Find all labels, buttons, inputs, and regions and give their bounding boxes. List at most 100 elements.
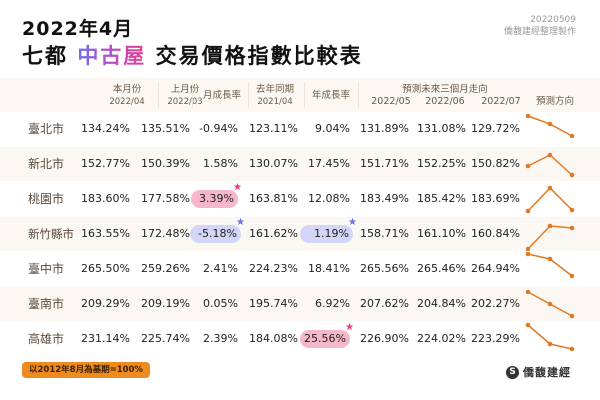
table-row: 高雄市 231.14% 225.74% 2.39% 184.08% 25.56%… bbox=[0, 322, 600, 356]
yoy-value: 25.56% ★ bbox=[300, 322, 354, 356]
logo-mark-icon: S bbox=[506, 365, 519, 379]
col-header-mom: 月成長率 bbox=[202, 90, 241, 101]
table-row: 臺南市 209.29% 209.19% 0.05% 195.74% 6.92% … bbox=[0, 287, 600, 321]
star-icon: ★ bbox=[235, 217, 245, 228]
last-year-value: 224.23% bbox=[249, 262, 298, 275]
forecast-2: 152.25% bbox=[417, 157, 466, 170]
trend-sparkline-icon bbox=[525, 185, 575, 214]
divider bbox=[248, 82, 249, 108]
city-name: 高雄市 bbox=[28, 332, 65, 346]
yoy-value: 17.45% bbox=[308, 157, 350, 170]
page-title: 七都 中古屋 交易價格指數比較表 bbox=[22, 40, 363, 70]
credit-date: 20220509 bbox=[530, 15, 576, 25]
col-header-current: 本月份 2022/04 bbox=[109, 84, 145, 107]
forecast-1: 151.71% bbox=[360, 157, 409, 170]
trend-sparkline-icon bbox=[525, 113, 575, 139]
mom-value: -0.94% bbox=[199, 122, 238, 135]
table-row: 新竹縣市 163.55% 172.48% -5.18% ★ 161.62% 1.1… bbox=[0, 217, 600, 251]
col-header-forecast: 預測未來三個月走向 bbox=[402, 84, 488, 95]
previous-value: 209.19% bbox=[141, 297, 190, 310]
city-name: 新北市 bbox=[28, 157, 65, 171]
mom-value: 0.05% bbox=[203, 297, 238, 310]
city-name: 臺北市 bbox=[28, 122, 65, 136]
last-year-value: 123.11% bbox=[249, 122, 298, 135]
table-header bbox=[0, 78, 600, 112]
last-year-value: 163.81% bbox=[249, 192, 298, 205]
max-mom-highlight: 3.39% ★ bbox=[191, 183, 242, 208]
forecast-1: 265.56% bbox=[360, 262, 409, 275]
current-value: 163.55% bbox=[81, 227, 130, 240]
table-row: 臺中市 265.50% 259.26% 2.41% 224.23% 18.41%… bbox=[0, 252, 600, 286]
mom-value: 1.58% bbox=[203, 157, 238, 170]
forecast-1: 207.62% bbox=[360, 297, 409, 310]
base-period-note: 以2012年8月為基期=100% bbox=[22, 362, 150, 378]
forecast-2: 185.42% bbox=[417, 192, 466, 205]
title-year: 2022年4月 bbox=[22, 18, 134, 40]
current-value: 152.77% bbox=[81, 157, 130, 170]
forecast-2: 224.02% bbox=[417, 332, 466, 345]
forecast-3: 129.72% bbox=[471, 122, 520, 135]
forecast-3: 264.94% bbox=[471, 262, 520, 275]
current-value: 183.60% bbox=[81, 192, 130, 205]
forecast-3: 183.69% bbox=[471, 192, 520, 205]
forecast-1: 158.71% bbox=[360, 227, 409, 240]
col-header-f3: 2022/07 bbox=[481, 96, 521, 107]
max-yoy-highlight: 25.56% ★ bbox=[300, 323, 354, 348]
mom-value: 2.39% bbox=[203, 332, 238, 345]
credit: 20220509 僑馥建經整理製作 bbox=[504, 14, 576, 38]
table-row: 臺北市 134.24% 135.51% -0.94% 123.11% 9.04%… bbox=[0, 112, 600, 146]
brand-logo: S 僑馥建經 bbox=[506, 364, 571, 380]
last-year-value: 161.62% bbox=[249, 227, 298, 240]
current-value: 134.24% bbox=[81, 122, 130, 135]
forecast-2: 265.46% bbox=[417, 262, 466, 275]
min-mom-highlight: -5.18% ★ bbox=[190, 218, 245, 243]
previous-value: 259.26% bbox=[141, 262, 190, 275]
star-icon: ★ bbox=[345, 322, 354, 333]
last-year-value: 184.08% bbox=[249, 332, 298, 345]
title-prefix: 七都 bbox=[22, 44, 78, 68]
table-row: 新北市 152.77% 150.39% 1.58% 130.07% 17.45%… bbox=[0, 147, 600, 181]
mom-value: 3.39% ★ bbox=[190, 182, 242, 216]
title-highlight: 中古屋 bbox=[77, 44, 147, 68]
city-name: 桃園市 bbox=[28, 192, 65, 206]
yoy-value: 6.92% bbox=[315, 297, 350, 310]
mom-value: -5.18% ★ bbox=[190, 217, 245, 251]
yoy-value: 18.41% bbox=[308, 262, 350, 275]
trend-sparkline-icon bbox=[525, 289, 575, 319]
forecast-3: 160.84% bbox=[471, 227, 520, 240]
col-header-trend: 預測方向 bbox=[535, 96, 574, 107]
forecast-2: 161.10% bbox=[417, 227, 466, 240]
trend-sparkline-icon bbox=[525, 152, 575, 178]
last-year-value: 130.07% bbox=[249, 157, 298, 170]
forecast-2: 131.08% bbox=[417, 122, 466, 135]
divider bbox=[192, 82, 193, 108]
star-icon: ★ bbox=[347, 217, 357, 228]
table-row: 桃園市 183.60% 177.58% 3.39% ★ 163.81% 12.08… bbox=[0, 182, 600, 216]
divider bbox=[358, 82, 359, 108]
yoy-value: 9.04% bbox=[315, 122, 350, 135]
forecast-1: 131.89% bbox=[360, 122, 409, 135]
credit-producer: 僑馥建經整理製作 bbox=[503, 27, 576, 37]
forecast-3: 150.82% bbox=[471, 157, 520, 170]
col-header-previous: 上月份 2022/03 bbox=[167, 84, 203, 107]
previous-value: 177.58% bbox=[141, 192, 190, 205]
col-header-last-year: 去年同期 2021/04 bbox=[255, 84, 294, 107]
previous-value: 225.74% bbox=[141, 332, 190, 345]
yoy-value: 12.08% bbox=[308, 192, 350, 205]
city-name: 臺南市 bbox=[28, 297, 65, 311]
city-name: 新竹縣市 bbox=[28, 227, 74, 241]
forecast-2: 204.84% bbox=[417, 297, 466, 310]
trend-sparkline-icon bbox=[525, 223, 575, 251]
title-suffix: 交易價格指數比較表 bbox=[146, 44, 363, 68]
divider bbox=[158, 82, 159, 108]
previous-value: 135.51% bbox=[141, 122, 190, 135]
trend-sparkline-icon bbox=[525, 322, 575, 352]
yoy-value: 1.19% ★ bbox=[300, 217, 357, 251]
divider bbox=[304, 82, 305, 108]
current-value: 265.50% bbox=[81, 262, 130, 275]
previous-value: 150.39% bbox=[141, 157, 190, 170]
forecast-3: 202.27% bbox=[471, 297, 520, 310]
logo-text: 僑馥建經 bbox=[523, 366, 571, 379]
col-header-yoy: 年成長率 bbox=[311, 90, 350, 101]
forecast-1: 183.49% bbox=[360, 192, 409, 205]
